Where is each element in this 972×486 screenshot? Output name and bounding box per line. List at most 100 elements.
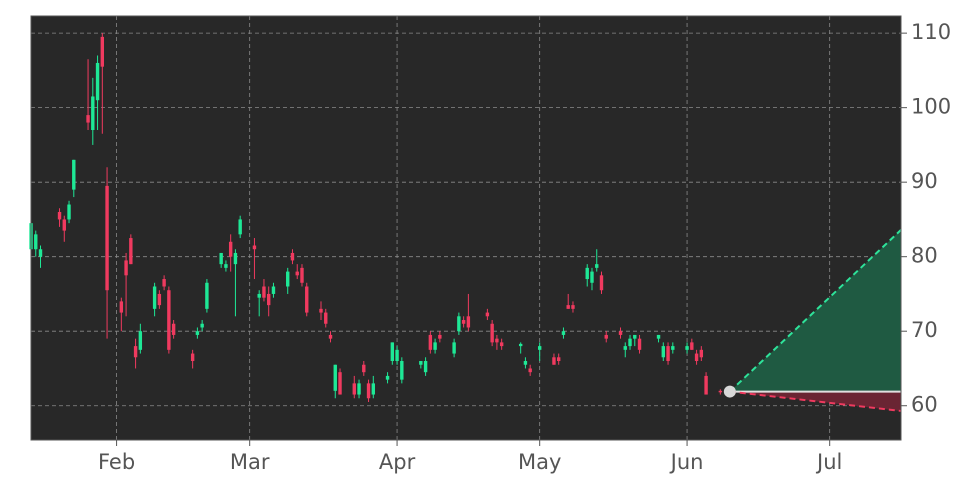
candle-body (599, 275, 604, 291)
candle-body (518, 343, 523, 347)
candle-body (290, 252, 295, 261)
candle-body (238, 219, 242, 235)
candle-body (694, 353, 699, 362)
candle-body (523, 361, 528, 365)
candle-body (233, 252, 238, 265)
candle-body (38, 249, 43, 257)
candle-body (357, 383, 361, 395)
x-tick-label: Apr (379, 450, 416, 474)
candle-body (433, 342, 437, 350)
candle-body (195, 331, 200, 335)
candle-body (661, 346, 665, 358)
candle-body (656, 334, 661, 339)
candle-body (86, 115, 90, 123)
candle-body (666, 346, 670, 362)
candle-body (552, 357, 556, 365)
candle-body (699, 349, 704, 358)
candle-body (537, 346, 542, 350)
candle-body (57, 211, 62, 220)
candle-body (452, 342, 456, 354)
candle-body (419, 361, 423, 365)
candle-body (400, 361, 404, 380)
candle-body (428, 334, 433, 350)
candle-body (124, 260, 128, 276)
y-tick-label: 60 (911, 393, 938, 417)
candle-body (319, 308, 323, 313)
candle-body (205, 282, 209, 309)
candle-body (138, 331, 143, 350)
candle-body (561, 331, 566, 335)
x-tick-label: Jun (669, 450, 704, 474)
candle-body (271, 286, 276, 294)
candle-body (423, 361, 428, 373)
candle-body (461, 320, 466, 324)
candle-body (571, 305, 575, 309)
candle-body (167, 290, 171, 350)
candle-body (171, 323, 176, 335)
candle-body (295, 271, 299, 276)
candle-body (100, 36, 105, 67)
forecast-lower-line (729, 390, 902, 412)
forecast-upper-area (729, 229, 901, 392)
candle-body (91, 96, 95, 131)
candle-body (718, 390, 723, 393)
candle-body (286, 271, 290, 287)
candle-body (262, 286, 266, 298)
candle-body (633, 334, 637, 339)
candle-body (224, 264, 228, 268)
candle-body (257, 293, 261, 298)
candle-body (328, 334, 333, 339)
candle-body (324, 312, 328, 324)
x-tick-label: Feb (98, 450, 135, 474)
candle-body (129, 238, 133, 265)
candle-body (267, 293, 271, 306)
forecast-start-point (723, 385, 736, 398)
candle-body (685, 346, 689, 350)
candle-body (62, 219, 66, 231)
candle-body (190, 353, 195, 362)
candle-body (566, 305, 570, 309)
candle-body (305, 286, 309, 313)
candle-body (628, 338, 632, 347)
candle-body (333, 364, 337, 391)
candle-body (119, 301, 124, 313)
candle-body (366, 383, 371, 399)
y-tick-label: 90 (911, 169, 938, 193)
candle-body (338, 372, 342, 395)
y-tick-label: 70 (911, 318, 938, 342)
candle-body (390, 342, 395, 362)
candle-body (557, 357, 561, 362)
candle-body (704, 375, 708, 395)
candle-body (595, 264, 599, 268)
candle-body (604, 334, 608, 339)
candle-body (528, 368, 532, 373)
candle-body (490, 323, 494, 343)
x-tick-label: Jul (815, 450, 842, 474)
candle-body (228, 241, 233, 257)
candle-body (485, 312, 490, 317)
candle-body (133, 346, 138, 358)
candle-body (671, 346, 675, 350)
candle-body (219, 252, 223, 265)
candle-body (637, 338, 642, 350)
candle-body (499, 342, 504, 347)
y-tick-label: 110 (911, 20, 951, 44)
candle-body (371, 383, 375, 395)
candle-body (623, 346, 627, 350)
candle-body (200, 323, 204, 328)
candle-body (95, 62, 100, 101)
candle-body (618, 331, 623, 335)
candle-body (385, 375, 390, 380)
candle-body (252, 245, 257, 250)
candle-body (457, 316, 461, 332)
candle-body (300, 267, 304, 283)
candle-body (157, 293, 162, 306)
candle-body (105, 185, 109, 291)
candle-body (152, 286, 157, 309)
candle-body (352, 383, 356, 395)
candle-body (466, 316, 471, 328)
x-tick-label: Mar (230, 450, 270, 474)
plot-frame (30, 15, 902, 441)
